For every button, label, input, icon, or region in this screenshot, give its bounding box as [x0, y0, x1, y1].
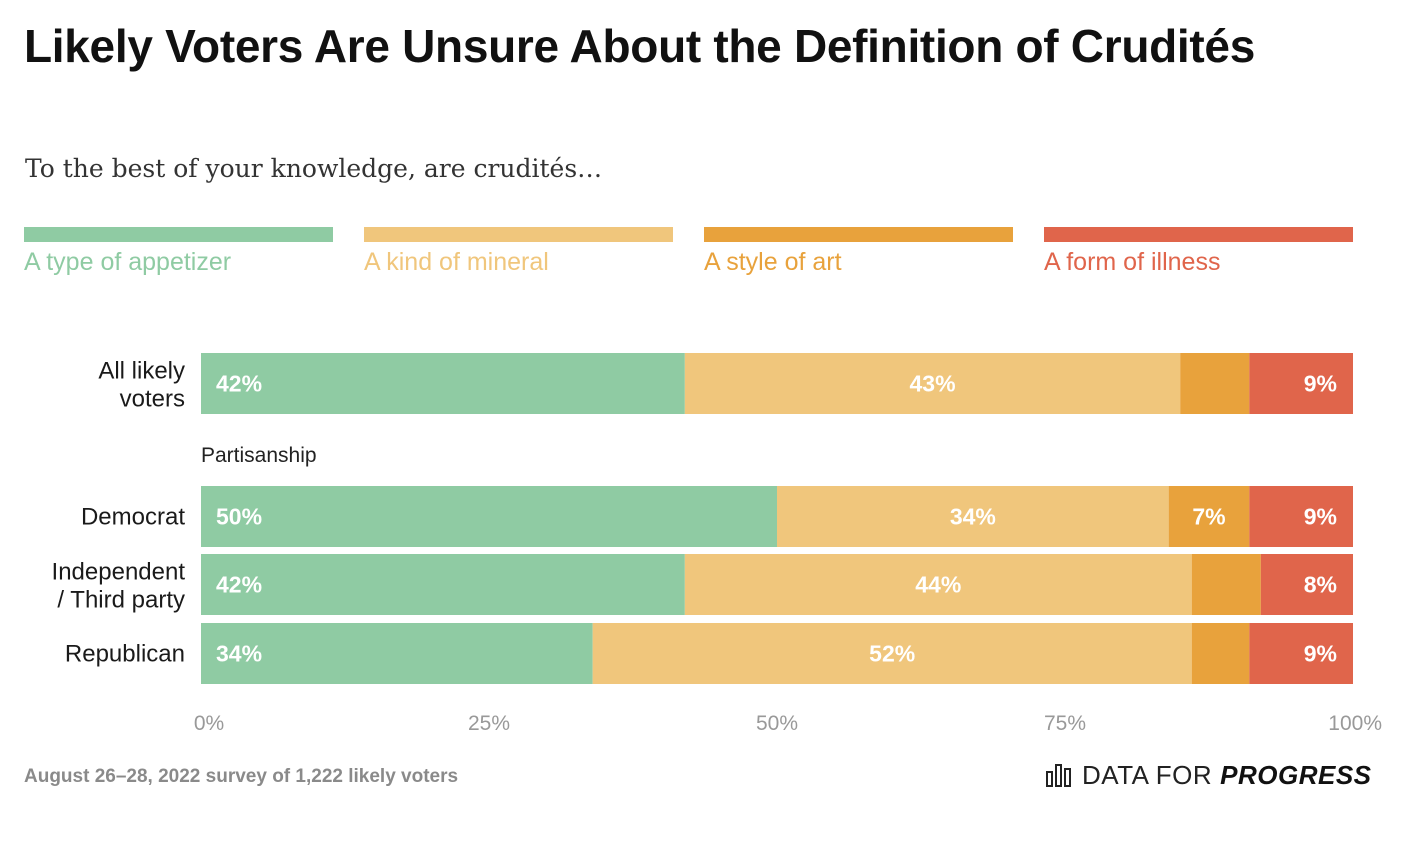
data-label-all-likely-voters-a-kind-of-mineral: 43%	[909, 371, 955, 397]
legend-swatch-a-form-of-illness	[1044, 227, 1353, 242]
legend-label-a-type-of-appetizer: A type of appetizer	[24, 248, 232, 276]
bar-republican-a-style-of-art	[1191, 623, 1250, 684]
legend-swatch-a-type-of-appetizer	[24, 227, 333, 242]
chart-subtitle: To the best of your knowledge, are crudi…	[25, 154, 603, 183]
x-tick-label: 25%	[468, 712, 510, 735]
bar-chart-icon	[1046, 764, 1071, 787]
data-label-independent-third-party-a-form-of-illness: 8%	[1304, 572, 1337, 598]
bar-independent-third-party-a-style-of-art	[1191, 554, 1261, 615]
bar-all-likely-voters-a-form-of-illness	[1249, 353, 1353, 414]
bar-democrat-a-type-of-appetizer	[201, 486, 777, 547]
bar-independent-third-party-a-type-of-appetizer	[201, 554, 685, 615]
brand-text-bold: PROGRESS	[1220, 759, 1372, 790]
bar-all-likely-voters-a-type-of-appetizer	[201, 353, 685, 414]
brand-logo: DATA FOR PROGRESS	[1046, 758, 1372, 792]
x-tick-label: 0%	[194, 712, 224, 735]
data-label-independent-third-party-a-type-of-appetizer: 42%	[216, 572, 262, 598]
legend-swatch-a-style-of-art	[704, 227, 1013, 242]
legend-label-a-kind-of-mineral: A kind of mineral	[364, 248, 549, 276]
category-label-republican: Republican	[65, 641, 185, 668]
category-label-independent-third-party: Independent / Third party	[52, 559, 186, 614]
bar-independent-third-party-a-form-of-illness	[1260, 554, 1353, 615]
bar-democrat-a-style-of-art	[1168, 486, 1250, 547]
legend-label-a-form-of-illness: A form of illness	[1044, 248, 1221, 276]
brand-text-regular: DATA FOR	[1082, 759, 1213, 790]
data-label-republican-a-type-of-appetizer: 34%	[216, 641, 262, 667]
x-tick-label: 50%	[756, 712, 798, 735]
bar-all-likely-voters-a-style-of-art	[1180, 353, 1250, 414]
data-label-independent-third-party-a-kind-of-mineral: 44%	[915, 572, 961, 598]
chart-title: Likely Voters Are Unsure About the Defin…	[24, 20, 1255, 72]
category-label-all-likely-voters: All likely voters	[98, 358, 185, 413]
legend-label-a-style-of-art: A style of art	[704, 248, 842, 276]
bar-all-likely-voters-a-kind-of-mineral	[684, 353, 1181, 414]
source-note: August 26–28, 2022 survey of 1,222 likel…	[24, 766, 459, 787]
data-label-democrat-a-style-of-art: 7%	[1192, 504, 1225, 530]
group-label: Partisanship	[201, 444, 317, 467]
bar-republican-a-kind-of-mineral	[592, 623, 1192, 684]
data-label-democrat-a-form-of-illness: 9%	[1304, 504, 1337, 530]
data-label-democrat-a-type-of-appetizer: 50%	[216, 504, 262, 530]
x-tick-label: 75%	[1044, 712, 1086, 735]
bar-independent-third-party-a-kind-of-mineral	[684, 554, 1192, 615]
bar-democrat-a-form-of-illness	[1249, 486, 1353, 547]
data-label-republican-a-form-of-illness: 9%	[1304, 641, 1337, 667]
data-label-all-likely-voters-a-type-of-appetizer: 42%	[216, 371, 262, 397]
data-label-all-likely-voters-a-form-of-illness: 9%	[1304, 371, 1337, 397]
data-label-democrat-a-kind-of-mineral: 34%	[950, 504, 996, 530]
bar-republican-a-type-of-appetizer	[201, 623, 593, 684]
bar-democrat-a-kind-of-mineral	[777, 486, 1169, 547]
bar-republican-a-form-of-illness	[1249, 623, 1353, 684]
category-label-democrat: Democrat	[81, 504, 185, 531]
data-label-republican-a-kind-of-mineral: 52%	[869, 641, 915, 667]
x-tick-label: 100%	[1328, 712, 1382, 735]
legend-swatch-a-kind-of-mineral	[364, 227, 673, 242]
